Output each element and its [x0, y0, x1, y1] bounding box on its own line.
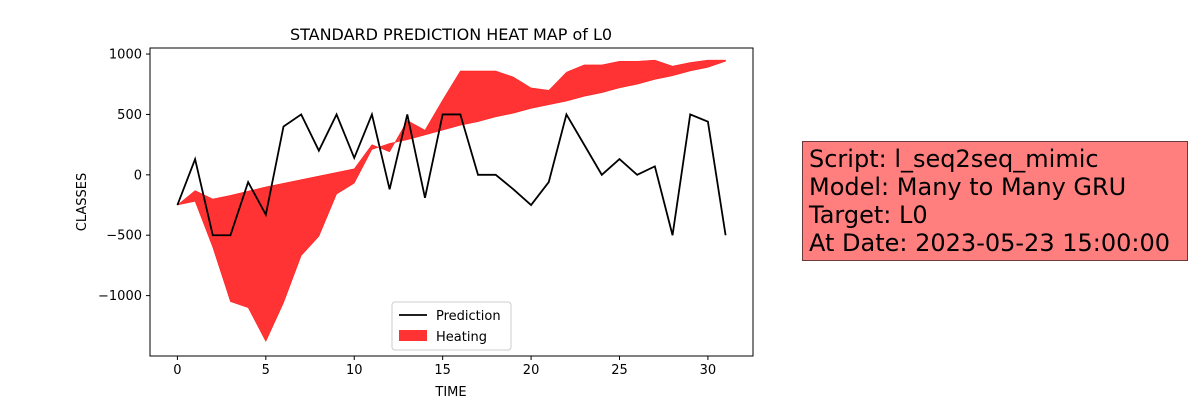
info-box: Script: l_seq2seq_mimic Model: Many to M… [802, 141, 1188, 261]
legend-prediction-label: Prediction [436, 309, 501, 324]
x-tick-label: 20 [523, 363, 540, 378]
x-tick-label: 15 [434, 363, 451, 378]
legend: Prediction Heating [391, 301, 512, 351]
legend-heating-swatch [399, 330, 427, 341]
y-axis-label: CLASSES [75, 173, 90, 231]
prediction-line-layer [176, 111, 727, 237]
x-tick-label: 30 [700, 363, 717, 378]
x-tick-label: 10 [346, 363, 363, 378]
y-tick-label: −1000 [98, 289, 142, 304]
x-axis-ticks: 0 5 10 15 20 25 30 [173, 356, 716, 378]
x-axis-label: TIME [434, 385, 466, 400]
info-script-line: Script: l_seq2seq_mimic [809, 145, 1099, 173]
y-tick-label: 0 [134, 168, 142, 183]
info-target-line: Target: L0 [809, 201, 928, 229]
y-axis-ticks: −1000 −500 0 500 1000 [98, 48, 150, 304]
info-model-line: Model: Many to Many GRU [809, 173, 1127, 201]
y-tick-label: −500 [106, 229, 142, 244]
y-tick-label: 1000 [109, 48, 142, 63]
prediction-line [176, 111, 727, 237]
plot-border [149, 47, 754, 357]
heating-area [177, 59, 726, 343]
legend-heating-label: Heating [436, 330, 487, 345]
chart-title: STANDARD PREDICTION HEAT MAP of L0 [290, 25, 612, 44]
info-date-line: At Date: 2023-05-23 15:00:00 [809, 229, 1171, 257]
x-tick-label: 5 [262, 363, 270, 378]
x-tick-label: 0 [173, 363, 181, 378]
y-tick-label: 500 [117, 108, 142, 123]
x-tick-label: 25 [611, 363, 628, 378]
heating-area-layer [177, 59, 726, 343]
